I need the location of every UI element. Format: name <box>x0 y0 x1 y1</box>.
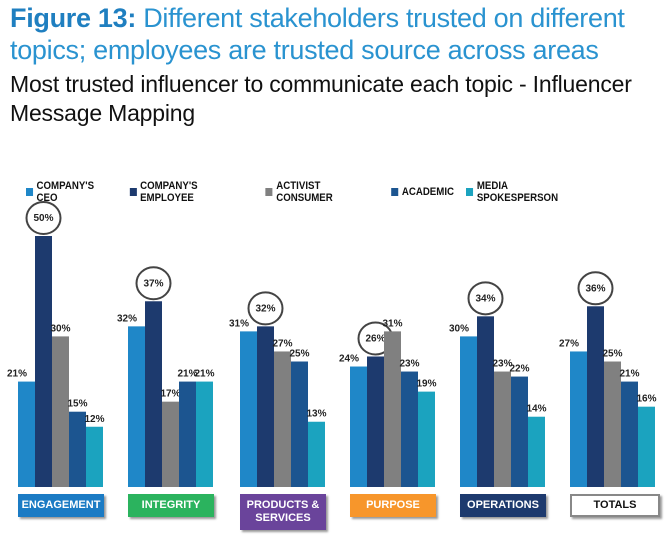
bar <box>257 326 274 487</box>
data-label: 16% <box>636 394 656 405</box>
highlight-circle <box>467 281 504 316</box>
highlight-circle <box>577 271 614 306</box>
data-label: 30% <box>449 323 469 334</box>
data-label: 32% <box>255 303 275 314</box>
bar <box>570 351 587 487</box>
data-label: 50% <box>33 213 53 224</box>
data-label: 19% <box>416 379 436 390</box>
data-label: 23% <box>399 359 419 370</box>
legend-swatch <box>466 188 474 196</box>
data-label: 24% <box>339 354 359 365</box>
category-label: TOTALS <box>570 494 660 517</box>
data-label: 31% <box>382 318 402 329</box>
data-label: 21% <box>194 369 214 380</box>
bar <box>621 381 638 487</box>
bar <box>587 306 604 487</box>
bar <box>384 331 401 487</box>
legend-label: MEDIA SPOKESPERSON <box>476 180 559 204</box>
data-label: 21% <box>177 369 197 380</box>
bar <box>350 366 367 487</box>
bar <box>604 361 621 487</box>
data-label: 26% <box>365 333 385 344</box>
bar <box>477 316 494 487</box>
category-label: PRODUCTS & SERVICES <box>240 494 326 530</box>
data-label: 37% <box>143 278 163 289</box>
category-label: PURPOSE <box>350 494 436 517</box>
data-label: 25% <box>289 349 309 360</box>
data-label: 15% <box>67 399 87 410</box>
bar <box>401 371 418 487</box>
legend: COMPANY'S CEO COMPANY'S EMPLOYEE ACTIVIST … <box>26 180 591 204</box>
bar <box>511 376 528 487</box>
highlight-circle <box>247 291 284 326</box>
bar <box>367 356 384 487</box>
data-label: 12% <box>84 414 104 425</box>
legend-item: COMPANY'S CEO <box>26 180 117 204</box>
bar <box>35 236 52 487</box>
bar <box>274 351 291 487</box>
legend-label: ACADEMIC <box>401 186 455 198</box>
legend-item: ACTIVIST CONSUMER <box>265 180 379 204</box>
bar <box>145 301 162 487</box>
data-label: 36% <box>585 283 605 294</box>
highlight-circle <box>135 266 172 301</box>
legend-item: COMPANY'S EMPLOYEE <box>129 180 254 204</box>
legend-label: ACTIVIST CONSUMER <box>276 180 333 204</box>
bar <box>86 426 103 487</box>
bar <box>308 421 325 487</box>
figure-label: Figure 13: <box>10 3 137 33</box>
data-label: 13% <box>306 409 326 420</box>
legend-swatch <box>265 188 273 196</box>
data-label: 22% <box>509 364 529 375</box>
data-label: 32% <box>117 313 137 324</box>
bar <box>494 371 511 487</box>
bar <box>528 416 545 487</box>
data-label: 17% <box>160 389 180 400</box>
category-label: ENGAGEMENT <box>18 494 104 517</box>
data-label: 23% <box>492 359 512 370</box>
bar <box>18 381 35 487</box>
bar <box>418 391 435 487</box>
figure-title: Figure 13: Different stakeholders truste… <box>10 2 668 66</box>
chart-subtitle: Most trusted influencer to communicate e… <box>10 71 632 126</box>
bar <box>52 336 69 487</box>
bar <box>128 326 145 487</box>
data-label: 21% <box>7 369 27 380</box>
data-label: 34% <box>475 293 495 304</box>
category-label: INTEGRITY <box>128 494 214 517</box>
data-label: 31% <box>229 318 249 329</box>
legend-item: ACADEMIC <box>391 180 454 204</box>
figure-title-text: Different stakeholders trusted on differ… <box>10 3 625 65</box>
data-label: 21% <box>619 369 639 380</box>
legend-swatch <box>26 188 33 196</box>
data-label: 27% <box>559 338 579 349</box>
data-label: 25% <box>602 349 622 360</box>
data-label: 27% <box>272 338 292 349</box>
legend-label: COMPANY'S EMPLOYEE <box>140 180 198 204</box>
legend-swatch <box>391 188 399 196</box>
bar <box>291 361 308 487</box>
data-label: 30% <box>50 323 70 334</box>
data-label: 14% <box>526 404 546 415</box>
legend-item: MEDIA SPOKESPERSON <box>466 180 591 204</box>
bar <box>460 336 477 487</box>
highlight-circle <box>25 201 62 235</box>
bar <box>162 401 179 487</box>
bar <box>69 411 86 487</box>
bar <box>638 406 655 487</box>
bar <box>196 381 213 487</box>
category-label: OPERATIONS <box>460 494 546 517</box>
legend-label: COMPANY'S CEO <box>36 180 95 204</box>
bar <box>240 331 257 487</box>
legend-swatch <box>129 188 137 196</box>
bar <box>179 381 196 487</box>
